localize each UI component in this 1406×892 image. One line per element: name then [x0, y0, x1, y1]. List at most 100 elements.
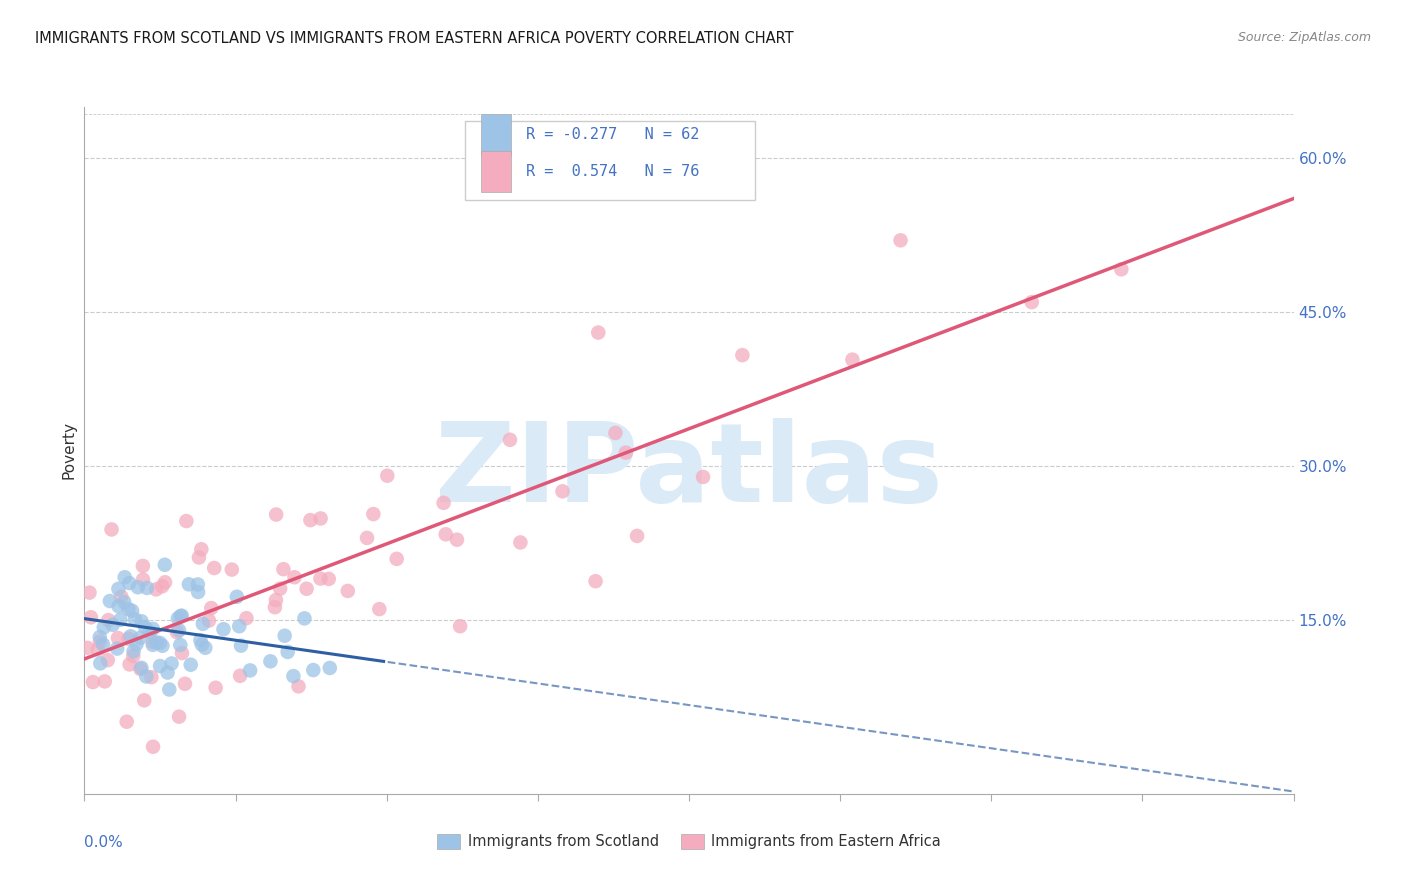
Y-axis label: Poverty: Poverty: [60, 421, 76, 480]
Point: [98, 594, 121, 608]
Point: [142, 622, 165, 636]
Point: [118, 576, 141, 591]
Point: [446, 533, 468, 547]
Point: [169, 638, 191, 652]
Point: [136, 581, 159, 595]
Point: [129, 662, 152, 676]
Point: [187, 577, 209, 591]
Point: [319, 661, 342, 675]
Point: [107, 631, 129, 645]
Point: [167, 709, 190, 723]
Point: [107, 582, 129, 596]
Point: [235, 611, 257, 625]
Point: [264, 508, 287, 522]
Point: [145, 635, 167, 649]
Point: [309, 572, 332, 586]
Point: [142, 739, 165, 754]
Point: [283, 669, 305, 683]
Point: [153, 575, 176, 590]
Point: [89, 630, 111, 644]
Point: [890, 233, 912, 247]
Point: [187, 550, 209, 565]
Point: [129, 631, 152, 645]
Point: [731, 348, 754, 362]
Point: [100, 523, 122, 537]
Point: [112, 595, 135, 609]
Point: [551, 484, 574, 499]
Point: [135, 669, 157, 683]
Point: [229, 669, 252, 683]
Point: [110, 613, 132, 627]
Point: [295, 582, 318, 596]
Point: [264, 593, 287, 607]
Point: [177, 577, 200, 591]
FancyBboxPatch shape: [481, 151, 512, 192]
Point: [318, 572, 340, 586]
Point: [94, 674, 117, 689]
Point: [368, 602, 391, 616]
Text: 0.0%: 0.0%: [84, 835, 124, 850]
Point: [221, 563, 243, 577]
Point: [605, 425, 627, 440]
Point: [118, 657, 141, 672]
Point: [225, 590, 247, 604]
Point: [229, 639, 252, 653]
Point: [228, 619, 250, 633]
Point: [114, 570, 136, 584]
Point: [97, 653, 120, 667]
Point: [191, 616, 214, 631]
Point: [124, 612, 146, 626]
Point: [299, 513, 322, 527]
Point: [76, 640, 98, 655]
Point: [588, 326, 610, 340]
Point: [160, 657, 183, 671]
Point: [170, 646, 193, 660]
Point: [167, 611, 190, 625]
Point: [264, 600, 287, 615]
Point: [692, 470, 714, 484]
Point: [127, 580, 149, 594]
Point: [150, 579, 173, 593]
Point: [82, 675, 104, 690]
Point: [139, 624, 162, 639]
Point: [283, 570, 305, 584]
Point: [269, 582, 291, 596]
Point: [149, 636, 172, 650]
Point: [309, 511, 332, 525]
Point: [273, 562, 295, 576]
Point: [194, 640, 217, 655]
Point: [97, 613, 120, 627]
Point: [385, 552, 408, 566]
FancyBboxPatch shape: [481, 113, 512, 154]
Text: ZIPatlas: ZIPatlas: [434, 417, 943, 524]
Point: [170, 609, 193, 624]
Point: [132, 558, 155, 573]
Point: [152, 639, 174, 653]
Point: [277, 645, 299, 659]
Point: [259, 654, 281, 668]
Point: [449, 619, 471, 633]
Point: [166, 625, 188, 640]
Text: IMMIGRANTS FROM SCOTLAND VS IMMIGRANTS FROM EASTERN AFRICA POVERTY CORRELATION C: IMMIGRANTS FROM SCOTLAND VS IMMIGRANTS F…: [35, 31, 794, 46]
Point: [204, 681, 226, 695]
Text: R = -0.277   N = 62: R = -0.277 N = 62: [526, 127, 699, 142]
Point: [117, 632, 139, 646]
Point: [131, 661, 153, 675]
Point: [134, 620, 156, 634]
Point: [167, 624, 190, 638]
Point: [101, 617, 124, 632]
Point: [499, 433, 522, 447]
Point: [356, 531, 378, 545]
Point: [287, 679, 309, 693]
Point: [80, 610, 103, 624]
Point: [302, 663, 325, 677]
Point: [1021, 295, 1043, 310]
Point: [153, 558, 176, 572]
Point: [363, 507, 385, 521]
Point: [170, 608, 193, 623]
Point: [89, 657, 111, 671]
Point: [212, 622, 235, 636]
Point: [142, 638, 165, 652]
Point: [336, 584, 359, 599]
Text: Source: ZipAtlas.com: Source: ZipAtlas.com: [1237, 31, 1371, 45]
